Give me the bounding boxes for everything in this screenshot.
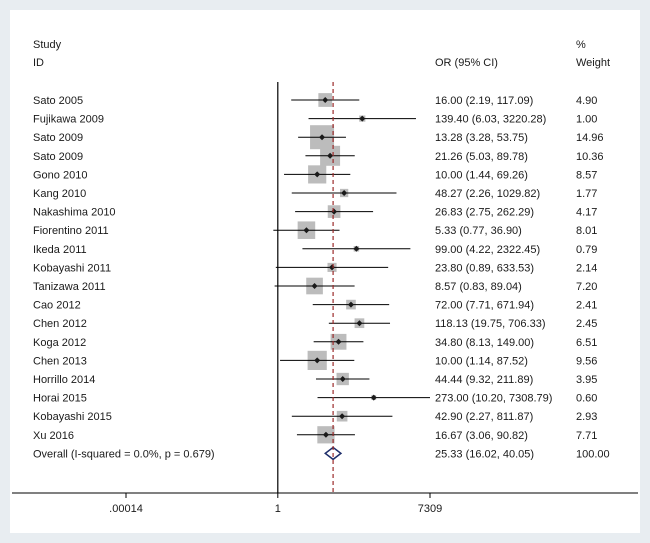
study-label: Horrillo 2014 — [33, 374, 95, 386]
study-label: Kang 2010 — [33, 188, 86, 200]
or-ci-text: 21.26 (5.03, 89.78) — [435, 151, 528, 163]
or-ci-text: 44.44 (9.32, 211.89) — [435, 374, 533, 386]
point-estimate — [335, 338, 342, 345]
or-ci-text: 16.00 (2.19, 117.09) — [435, 95, 533, 107]
or-ci-text: 13.28 (3.28, 53.75) — [435, 132, 528, 144]
or-ci-text: 42.90 (2.27, 811.87) — [435, 411, 533, 423]
study-label: Nakashima 2010 — [33, 207, 116, 219]
weight-text: 7.20 — [576, 281, 597, 293]
overall-label: Overall (I-squared = 0.0%, p = 0.679) — [33, 448, 215, 460]
point-estimate — [353, 245, 360, 252]
forest-plot-panel: Study ID OR (95% CI) % Weight Sato 2005 1… — [10, 10, 640, 533]
point-estimate — [303, 227, 310, 234]
or-ci-text: 99.00 (4.22, 2322.45) — [435, 244, 540, 256]
or-ci-text: 26.83 (2.75, 262.29) — [435, 207, 534, 219]
study-label: Fiorentino 2011 — [33, 225, 109, 237]
header-or-ci: OR (95% CI) — [435, 57, 498, 69]
point-estimate — [356, 320, 363, 327]
study-label: Sato 2009 — [33, 151, 83, 163]
or-ci-text: 118.13 (19.75, 706.33) — [435, 318, 546, 330]
study-label: Fujikawa 2009 — [33, 114, 104, 126]
or-ci-text: 23.80 (0.89, 633.53) — [435, 262, 534, 274]
point-estimate — [322, 97, 329, 103]
or-ci-text: 34.80 (8.13, 149.00) — [435, 337, 534, 349]
weight-text: 0.79 — [576, 244, 597, 256]
study-label: Chen 2013 — [33, 355, 87, 367]
study-label: Sato 2009 — [33, 132, 83, 144]
study-label: Kobayashi 2011 — [33, 262, 111, 274]
point-estimate — [359, 115, 366, 122]
weight-text: 10.36 — [576, 151, 604, 163]
overall-or-ci-text: 25.33 (16.02, 40.05) — [435, 448, 534, 460]
weight-text: 6.51 — [576, 337, 597, 349]
weight-text: 4.90 — [576, 95, 597, 107]
weight-text: 2.93 — [576, 411, 597, 423]
point-estimate — [339, 413, 346, 420]
or-ci-text: 48.27 (2.26, 1029.82) — [435, 188, 540, 200]
study-label: Ikeda 2011 — [33, 244, 87, 256]
weight-text: 9.56 — [576, 355, 597, 367]
or-ci-text: 72.00 (7.71, 671.94) — [435, 300, 534, 312]
weight-text: 2.45 — [576, 318, 597, 330]
header-study: Study — [33, 39, 62, 51]
or-ci-text: 10.00 (1.44, 69.26) — [435, 169, 528, 181]
point-estimate — [341, 190, 348, 196]
weight-text: 2.41 — [576, 300, 597, 312]
study-label: Tanizawa 2011 — [33, 281, 106, 293]
study-label: Koga 2012 — [33, 337, 86, 349]
weight-text: 8.01 — [576, 225, 597, 237]
point-estimate — [347, 301, 354, 308]
study-label: Sato 2005 — [33, 95, 83, 107]
x-tick-label: 7309 — [418, 503, 442, 515]
point-estimate — [339, 376, 346, 382]
study-label: Xu 2016 — [33, 430, 74, 442]
study-label: Cao 2012 — [33, 300, 81, 312]
or-ci-text: 139.40 (6.03, 3220.28) — [435, 114, 546, 126]
weight-text: 0.60 — [576, 393, 597, 405]
header-percent: % — [576, 39, 586, 51]
point-estimate — [311, 283, 318, 289]
point-estimate — [319, 134, 326, 141]
weight-text: 4.17 — [576, 207, 597, 219]
x-tick-label: 1 — [275, 503, 281, 515]
header-id: ID — [33, 57, 44, 69]
weight-text: 1.00 — [576, 114, 597, 126]
weight-text: 8.57 — [576, 169, 597, 181]
weight-text: 7.71 — [576, 430, 597, 442]
or-ci-text: 10.00 (1.14, 87.52) — [435, 355, 528, 367]
point-estimate — [370, 394, 377, 401]
weight-text: 3.95 — [576, 374, 597, 386]
study-label: Gono 2010 — [33, 169, 87, 181]
or-ci-text: 273.00 (10.20, 7308.79) — [435, 393, 552, 405]
point-estimate — [314, 171, 321, 178]
point-estimate — [314, 357, 321, 364]
study-label: Kobayashi 2015 — [33, 411, 112, 423]
weight-text: 2.14 — [576, 262, 597, 274]
weight-text: 14.96 — [576, 132, 604, 144]
forest-plot: Study ID OR (95% CI) % Weight Sato 2005 1… — [12, 39, 638, 515]
or-ci-text: 16.67 (3.06, 90.82) — [435, 430, 528, 442]
x-tick-label: .00014 — [109, 503, 143, 515]
point-estimate — [322, 431, 329, 438]
study-label: Horai 2015 — [33, 393, 87, 405]
or-ci-text: 8.57 (0.83, 89.04) — [435, 281, 522, 293]
header-weight: Weight — [576, 57, 610, 69]
or-ci-text: 5.33 (0.77, 36.90) — [435, 225, 522, 237]
point-estimate — [327, 152, 334, 159]
weight-text: 1.77 — [576, 188, 597, 200]
overall-weight-text: 100.00 — [576, 448, 610, 460]
study-label: Chen 2012 — [33, 318, 87, 330]
